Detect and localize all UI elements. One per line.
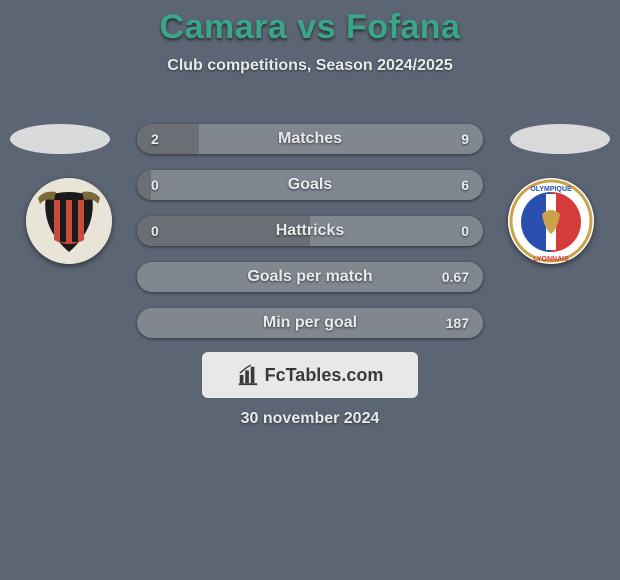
stat-row-goals-per-match: Goals per match 0.67: [137, 262, 483, 292]
page-title: Camara vs Fofana: [0, 0, 620, 47]
stat-value-right: 6: [461, 170, 469, 200]
bar-chart-icon: [237, 364, 259, 386]
svg-text:OLYMPIQUE: OLYMPIQUE: [530, 186, 572, 193]
stat-value-right: 0.67: [442, 262, 469, 292]
stat-label: Hattricks: [137, 216, 483, 246]
stat-value-right: 0: [461, 216, 469, 246]
player-silhouette-right: [510, 124, 610, 154]
comparison-card: Camara vs Fofana Club competitions, Seas…: [0, 0, 620, 580]
stat-value-right: 187: [446, 308, 469, 338]
page-subtitle: Club competitions, Season 2024/2025: [0, 57, 620, 75]
stat-label: Matches: [137, 124, 483, 154]
svg-text:LYONNAIS: LYONNAIS: [533, 256, 569, 263]
stat-value-right: 9: [461, 124, 469, 154]
stat-row-goals: 0 Goals 6: [137, 170, 483, 200]
stats-bars: 2 Matches 9 0 Goals 6 0 Hattricks 0 Goal…: [137, 124, 483, 354]
stat-row-matches: 2 Matches 9: [137, 124, 483, 154]
stat-row-min-per-goal: Min per goal 187: [137, 308, 483, 338]
lyon-badge-icon: OLYMPIQUE LYONNAIS: [508, 178, 594, 264]
brand-box[interactable]: FcTables.com: [202, 352, 418, 398]
stat-label: Goals per match: [137, 262, 483, 292]
nice-badge-icon: [26, 178, 112, 264]
player-silhouette-left: [10, 124, 110, 154]
club-badge-right: OLYMPIQUE LYONNAIS: [508, 178, 594, 264]
stat-label: Goals: [137, 170, 483, 200]
stat-row-hattricks: 0 Hattricks 0: [137, 216, 483, 246]
club-badge-left: [26, 178, 112, 264]
brand-text: FcTables.com: [265, 365, 384, 386]
stat-label: Min per goal: [137, 308, 483, 338]
footer-date: 30 november 2024: [0, 410, 620, 428]
